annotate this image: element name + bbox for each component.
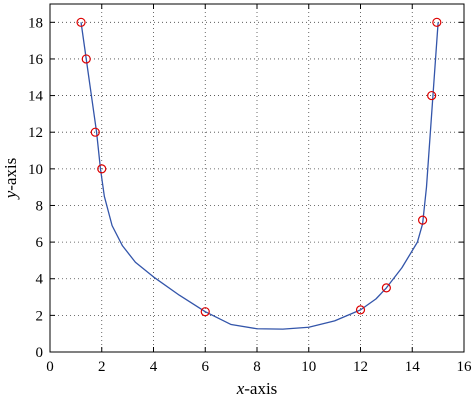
x-axis-title-var: x [236, 379, 245, 398]
y-tick-label: 14 [28, 89, 44, 105]
data-point-marker [90, 127, 100, 137]
y-tick-label: 0 [36, 345, 44, 361]
y-axis-title: y-axis [1, 158, 20, 201]
x-axis-ticks: 0 2 4 6 8 10 12 14 16 [46, 4, 472, 375]
y-axis-title-rest: -axis [1, 158, 20, 191]
data-point-marker [81, 54, 91, 64]
y-tick-label: 16 [28, 52, 44, 68]
data-point-marker [427, 90, 437, 101]
data-point-marker [97, 164, 107, 174]
y-axis-title-var: y [1, 190, 20, 200]
data-points-series [76, 17, 442, 317]
data-point-marker [200, 307, 210, 317]
x-tick-label: 8 [253, 359, 261, 375]
x-axis-title: x-axis [236, 379, 278, 398]
x-tick-label: 14 [405, 359, 421, 375]
y-tick-label: 10 [28, 162, 43, 178]
y-tick-label: 8 [36, 198, 44, 214]
data-point-marker [76, 17, 86, 27]
fitted-curve-series [80, 22, 439, 330]
y-axis-ticks: 0 2 4 6 8 10 12 14 16 18 [28, 15, 464, 361]
fitted-curve-line [80, 22, 439, 330]
grid-lines [49, 4, 465, 353]
y-tick-label: 4 [36, 272, 44, 288]
y-tick-label: 18 [28, 15, 43, 31]
x-tick-label: 12 [353, 359, 368, 375]
data-point-marker [381, 283, 391, 293]
x-axis-title-rest: -axis [244, 379, 277, 398]
x-tick-label: 16 [457, 359, 473, 375]
x-tick-label: 4 [150, 359, 158, 375]
x-tick-label: 0 [46, 359, 54, 375]
y-tick-label: 6 [36, 235, 44, 251]
x-tick-label: 10 [301, 359, 316, 375]
x-tick-label: 2 [98, 359, 106, 375]
data-point-marker [355, 305, 366, 315]
data-point-marker [432, 17, 442, 27]
x-tick-label: 6 [202, 359, 210, 375]
y-tick-label: 2 [36, 308, 44, 324]
data-point-marker [418, 215, 428, 225]
y-tick-label: 12 [28, 125, 43, 141]
